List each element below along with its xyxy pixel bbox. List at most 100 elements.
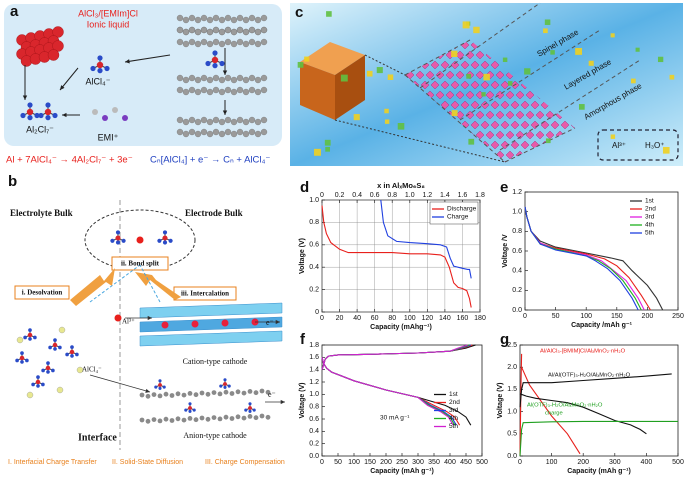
ion: H₃O⁺	[645, 141, 664, 150]
arrow-head	[125, 59, 130, 64]
emi-atom	[122, 115, 128, 121]
octahedron	[440, 60, 450, 70]
octahedron	[440, 80, 450, 90]
layer-atom	[254, 76, 262, 84]
layer-atom	[254, 130, 262, 138]
graphite-atom	[223, 414, 229, 420]
ion-square	[630, 78, 636, 84]
graphite-atom	[217, 416, 223, 422]
cube-top	[300, 42, 365, 75]
octahedron	[495, 130, 505, 140]
layer-atom	[200, 38, 208, 46]
atom	[184, 408, 188, 412]
graphite-atom	[265, 389, 271, 395]
panel-a-art	[16, 14, 268, 138]
ion-square	[468, 138, 475, 145]
atom	[41, 382, 45, 387]
x-tick-label: 200	[577, 459, 589, 466]
layer-atom	[254, 118, 262, 126]
atom	[188, 409, 192, 413]
octahedron	[445, 70, 455, 80]
atom	[110, 238, 115, 243]
step: III. Charge Compensation	[205, 459, 285, 466]
layer-atom	[176, 26, 184, 34]
layer-atom	[236, 116, 244, 124]
y-tick-label: 2.0	[507, 364, 517, 371]
octahedron	[560, 120, 570, 130]
octahedron	[470, 60, 480, 70]
arrow-head	[145, 388, 150, 393]
atom	[219, 384, 223, 388]
species: AlCl₄⁻	[86, 76, 111, 86]
ion-square	[304, 56, 310, 62]
ion-square	[466, 73, 472, 79]
y-tick-label: 2.5	[507, 342, 517, 349]
layer-atom	[212, 38, 220, 46]
octahedron	[460, 60, 470, 70]
octahedron	[535, 130, 545, 140]
arrow	[124, 54, 171, 63]
atom	[158, 383, 162, 387]
layer-atom	[182, 28, 190, 36]
y-tick-label: 0.8	[309, 404, 319, 411]
octahedron	[460, 100, 470, 110]
atom	[20, 112, 26, 119]
x2-tick-label: 0.8	[387, 192, 397, 199]
atom	[154, 385, 158, 389]
y-tick-label: 0.4	[309, 428, 319, 435]
layer-atom	[176, 14, 184, 22]
x2-tick-label: 1.6	[458, 192, 468, 199]
atom	[188, 406, 192, 410]
ion-square	[610, 134, 616, 139]
species: EMI⁺	[98, 132, 119, 142]
ion-square	[635, 47, 640, 52]
layer-atom	[212, 74, 220, 82]
y-tick-label: 1.0	[512, 209, 522, 216]
panel-label: f	[300, 331, 306, 348]
atom	[223, 378, 227, 382]
octahedron	[455, 90, 465, 100]
ion-square	[669, 74, 675, 80]
legend-label: 1st	[449, 391, 458, 398]
layer-atom	[260, 116, 268, 124]
x-tick-label: 120	[421, 315, 433, 322]
octahedron	[450, 60, 460, 70]
ion-square	[483, 73, 490, 81]
atom	[52, 112, 58, 119]
atom	[45, 365, 51, 371]
octahedron	[490, 140, 500, 150]
layer-atom	[230, 76, 238, 84]
ion-square	[384, 108, 389, 114]
octahedron	[525, 90, 535, 100]
dashed-line	[404, 74, 506, 163]
y-tick-label: 1.2	[512, 189, 522, 196]
legend-box	[597, 129, 679, 161]
atom	[219, 60, 225, 67]
ion-square	[550, 50, 555, 55]
layer-atom	[176, 128, 184, 136]
title: AlCl₃/[EMIm]Cl	[78, 8, 138, 18]
ion	[161, 321, 169, 329]
octahedron	[475, 110, 485, 120]
annotation: charge	[545, 411, 563, 417]
graphite-atom	[169, 393, 175, 398]
atom	[96, 61, 104, 69]
graphite-atom	[241, 415, 247, 421]
layer-atom	[206, 40, 214, 48]
atom	[70, 345, 74, 349]
y-tick-label: 0.5	[507, 431, 517, 438]
layer-atom	[248, 86, 256, 94]
octahedron	[540, 120, 550, 130]
atom	[28, 337, 32, 341]
atom	[157, 238, 162, 243]
x2-tick-label: 0.4	[352, 192, 362, 199]
octahedron	[500, 100, 510, 110]
atom	[19, 355, 25, 361]
octahedron	[515, 130, 525, 140]
x-tick-label: 0	[523, 313, 527, 320]
layer-atom	[206, 130, 214, 138]
x2-tick-label: 1.2	[422, 192, 432, 199]
graphite-atom	[193, 392, 199, 398]
x-tick-label: 80	[388, 315, 396, 322]
plot-area	[519, 344, 679, 457]
